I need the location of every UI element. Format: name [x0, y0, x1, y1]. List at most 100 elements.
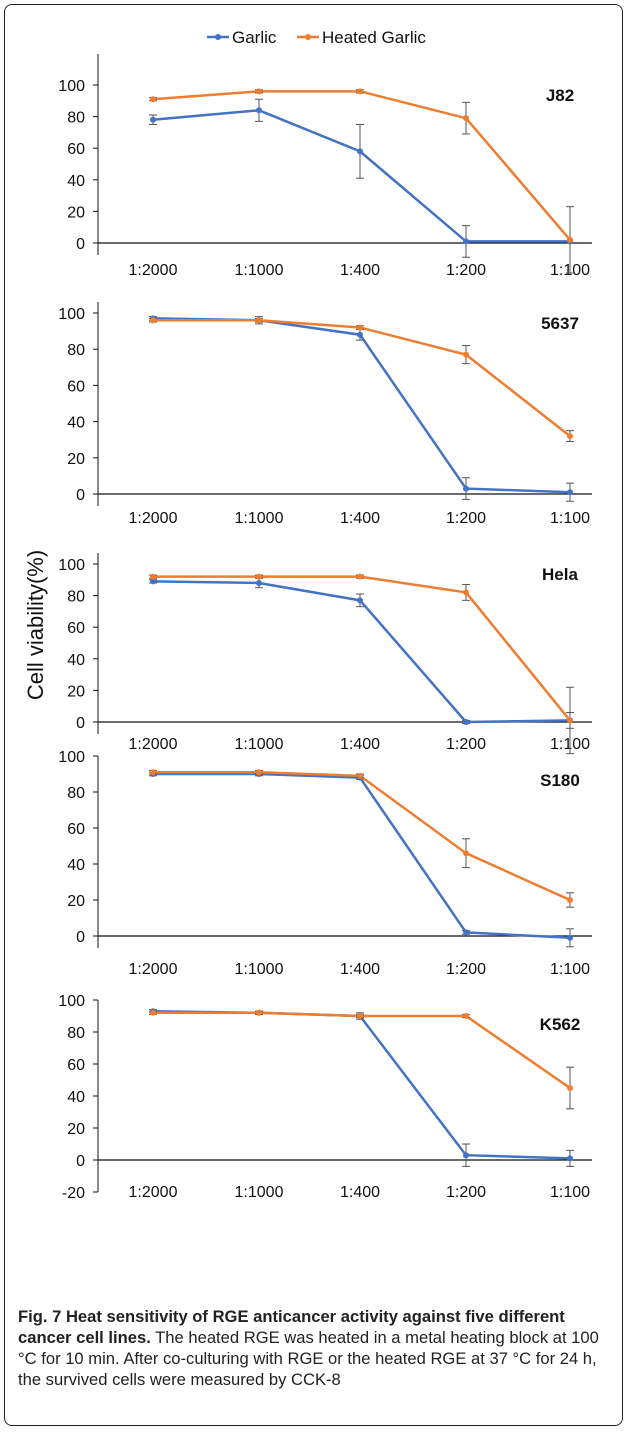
- data-point-garlic: [463, 485, 469, 492]
- y-tick-label: 0: [76, 487, 85, 504]
- data-point-heated-garlic: [463, 850, 469, 857]
- y-tick-label: 100: [58, 993, 85, 1010]
- y-tick-label: 0: [76, 236, 85, 253]
- x-tick-label: 1:2000: [129, 961, 178, 978]
- x-tick-label: 1:400: [340, 961, 380, 978]
- data-point-garlic: [567, 489, 573, 496]
- legend-label-1: Heated Garlic: [322, 28, 426, 47]
- data-point-heated-garlic: [150, 1009, 156, 1016]
- y-tick-label: 60: [67, 141, 85, 158]
- y-tick-label: 100: [58, 749, 85, 766]
- series-line-garlic: [152, 317, 571, 494]
- series-line-garlic: [152, 109, 570, 243]
- y-tick-label: 20: [67, 893, 85, 910]
- x-tick-label: 1:2000: [129, 510, 178, 527]
- y-tick-label: 40: [67, 173, 85, 190]
- data-point-heated-garlic: [567, 717, 573, 724]
- data-point-heated-garlic: [567, 897, 573, 903]
- legend-marker-0: [215, 34, 221, 40]
- data-point-garlic: [150, 116, 156, 123]
- x-tick-label: 1:200: [446, 1184, 486, 1201]
- y-tick-label: 20: [67, 204, 85, 221]
- data-point-garlic: [256, 579, 262, 586]
- data-point-heated-garlic: [256, 317, 262, 324]
- series-line-heated-garlic: [153, 770, 571, 902]
- x-tick-label: 1:400: [340, 1184, 380, 1201]
- y-tick-label: 0: [76, 715, 85, 732]
- y-axis-label: Cell viability(%): [23, 550, 48, 700]
- y-tick-label: 80: [67, 110, 85, 127]
- data-point-heated-garlic: [357, 88, 363, 95]
- data-point-heated-garlic: [150, 96, 156, 103]
- y-tick-label: 100: [58, 557, 85, 574]
- data-point-garlic: [567, 934, 573, 941]
- legend-label-0: Garlic: [232, 28, 277, 47]
- data-point-heated-garlic: [357, 772, 363, 779]
- x-tick-label: 1:1000: [235, 736, 284, 753]
- data-point-garlic: [463, 238, 469, 245]
- panel-k562: -20 0 20 40 60 80 100 1:2000 1:1000 1:400 1:200 1:1…: [58, 993, 592, 1202]
- data-point-heated-garlic: [150, 573, 156, 580]
- caption-body: The heated RGE was heated in a metal hea…: [18, 1328, 599, 1389]
- data-point-heated-garlic: [463, 1013, 469, 1019]
- x-tick-label: 1:1000: [235, 262, 284, 279]
- data-point-garlic: [567, 1155, 573, 1162]
- data-point-garlic: [357, 597, 363, 604]
- x-tick-label: 1:100: [550, 961, 590, 978]
- x-tick-label: 1:1000: [235, 961, 284, 978]
- data-point-garlic: [357, 148, 363, 155]
- y-tick-label: 0: [76, 1153, 85, 1170]
- x-tick-label: 1:400: [340, 736, 380, 753]
- panel-title: K562: [540, 1015, 581, 1034]
- data-point-heated-garlic: [567, 1085, 573, 1091]
- data-point-heated-garlic: [150, 317, 156, 324]
- data-point-heated-garlic: [256, 88, 262, 95]
- x-tick-label: 1:1000: [235, 510, 284, 527]
- panel-title: 5637: [541, 314, 579, 333]
- data-point-garlic: [357, 331, 363, 338]
- data-point-heated-garlic: [256, 769, 262, 776]
- data-point-heated-garlic: [567, 236, 573, 243]
- x-tick-label: 1:100: [550, 510, 590, 527]
- y-tick-label: -20: [62, 1185, 85, 1202]
- y-tick-label: 20: [67, 683, 85, 700]
- series-line-garlic: [153, 772, 571, 940]
- x-tick-label: 1:200: [446, 510, 486, 527]
- x-tick-label: 1:400: [340, 262, 380, 279]
- data-point-heated-garlic: [256, 1009, 262, 1016]
- data-point-garlic: [463, 1152, 469, 1159]
- y-tick-label: 80: [67, 589, 85, 606]
- data-point-heated-garlic: [463, 115, 469, 122]
- data-point-heated-garlic: [567, 433, 573, 440]
- data-point-heated-garlic: [357, 1013, 363, 1019]
- data-point-heated-garlic: [256, 573, 262, 580]
- panel-title: S180: [540, 771, 580, 790]
- y-tick-label: 60: [67, 821, 85, 838]
- panel-s180: 0 20 40 60 80 100 1:2000 1:1000 1:400 1:200 1:100 S…: [58, 749, 592, 978]
- caption-title: Fig. 7 Heat sensitivity of RGE anticance…: [18, 1307, 565, 1347]
- x-tick-label: 1:1000: [235, 1184, 284, 1201]
- y-tick-label: 40: [67, 415, 85, 432]
- chart-legend: Garlic Heated Garlic: [207, 28, 426, 47]
- data-point-garlic: [256, 107, 262, 114]
- x-tick-label: 1:200: [446, 961, 486, 978]
- y-tick-label: 40: [67, 857, 85, 874]
- figure-frame: [4, 4, 623, 1426]
- x-tick-label: 1:2000: [129, 1184, 178, 1201]
- panel-title: J82: [546, 86, 574, 105]
- y-tick-label: 40: [67, 1089, 85, 1106]
- data-point-garlic: [150, 578, 156, 585]
- y-tick-label: 80: [67, 342, 85, 359]
- y-tick-label: 60: [67, 1057, 85, 1074]
- data-point-heated-garlic: [150, 769, 156, 776]
- x-tick-label: 1:200: [446, 262, 486, 279]
- y-tick-label: 0: [76, 929, 85, 946]
- y-tick-label: 80: [67, 785, 85, 802]
- y-tick-label: 20: [67, 451, 85, 468]
- data-point-garlic: [463, 929, 469, 936]
- x-tick-label: 1:100: [550, 1184, 590, 1201]
